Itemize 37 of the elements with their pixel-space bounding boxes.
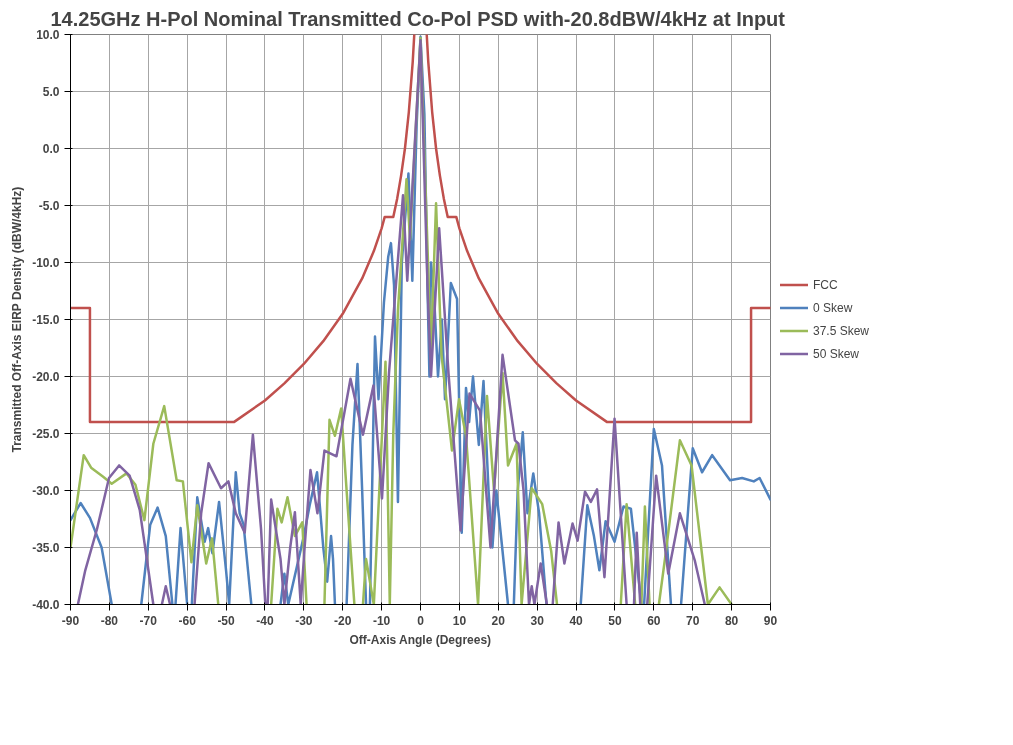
x-tick-label: 70 bbox=[686, 613, 700, 628]
y-tick-label: -20.0 bbox=[32, 370, 60, 384]
x-tick-label: 10 bbox=[452, 613, 467, 628]
y-tick-label: -35.0 bbox=[32, 541, 60, 555]
y-tick-label: 0.0 bbox=[42, 142, 60, 156]
legend-label: 37.5 Skew bbox=[813, 323, 870, 338]
y-tick-label: -10.0 bbox=[32, 256, 60, 270]
y-tick-label: -5.0 bbox=[38, 199, 60, 213]
x-tick-label: 20 bbox=[491, 613, 506, 628]
x-tick-label: -70 bbox=[139, 613, 158, 628]
x-tick-label: -40 bbox=[256, 613, 274, 628]
x-tick-label: 80 bbox=[724, 613, 739, 628]
chart-title: 14.25GHz H-Pol Nominal Transmitted Co-Pol PSD with-20.8dBW/4kHz at Input bbox=[50, 7, 786, 30]
legend-label: 0 Skew bbox=[813, 300, 853, 315]
y-tick-label: 5.0 bbox=[42, 85, 60, 99]
x-tick-label: -60 bbox=[178, 613, 197, 628]
x-tick-label: 40 bbox=[569, 613, 584, 628]
x-tick-label: -80 bbox=[100, 613, 119, 628]
x-tick-label: 60 bbox=[647, 613, 661, 628]
x-tick-label: -10 bbox=[372, 613, 391, 628]
x-tick-label: 0 bbox=[417, 613, 425, 628]
x-tick-label: -50 bbox=[217, 613, 236, 628]
x-tick-label: -90 bbox=[61, 613, 80, 628]
y-tick-label: -40.0 bbox=[32, 598, 60, 612]
y-axis-title: Transmitted Off-Axis EIRP Density (dBW/4kHz) bbox=[10, 186, 25, 453]
x-tick-label: -20 bbox=[334, 613, 352, 628]
legend-label: FCC bbox=[813, 277, 838, 292]
y-tick-label: -25.0 bbox=[32, 427, 60, 441]
y-tick-label: -15.0 bbox=[32, 313, 60, 327]
x-tick-label: 50 bbox=[608, 613, 622, 628]
x-tick-label: -30 bbox=[295, 613, 313, 628]
y-tick-label: -30.0 bbox=[32, 484, 60, 498]
x-tick-label: 90 bbox=[763, 613, 778, 628]
y-tick-label: 10.0 bbox=[36, 28, 60, 42]
x-tick-label: 30 bbox=[530, 613, 545, 628]
legend-label: 50 Skew bbox=[813, 346, 860, 361]
x-axis-title: Off-Axis Angle (Degrees) bbox=[349, 632, 492, 647]
